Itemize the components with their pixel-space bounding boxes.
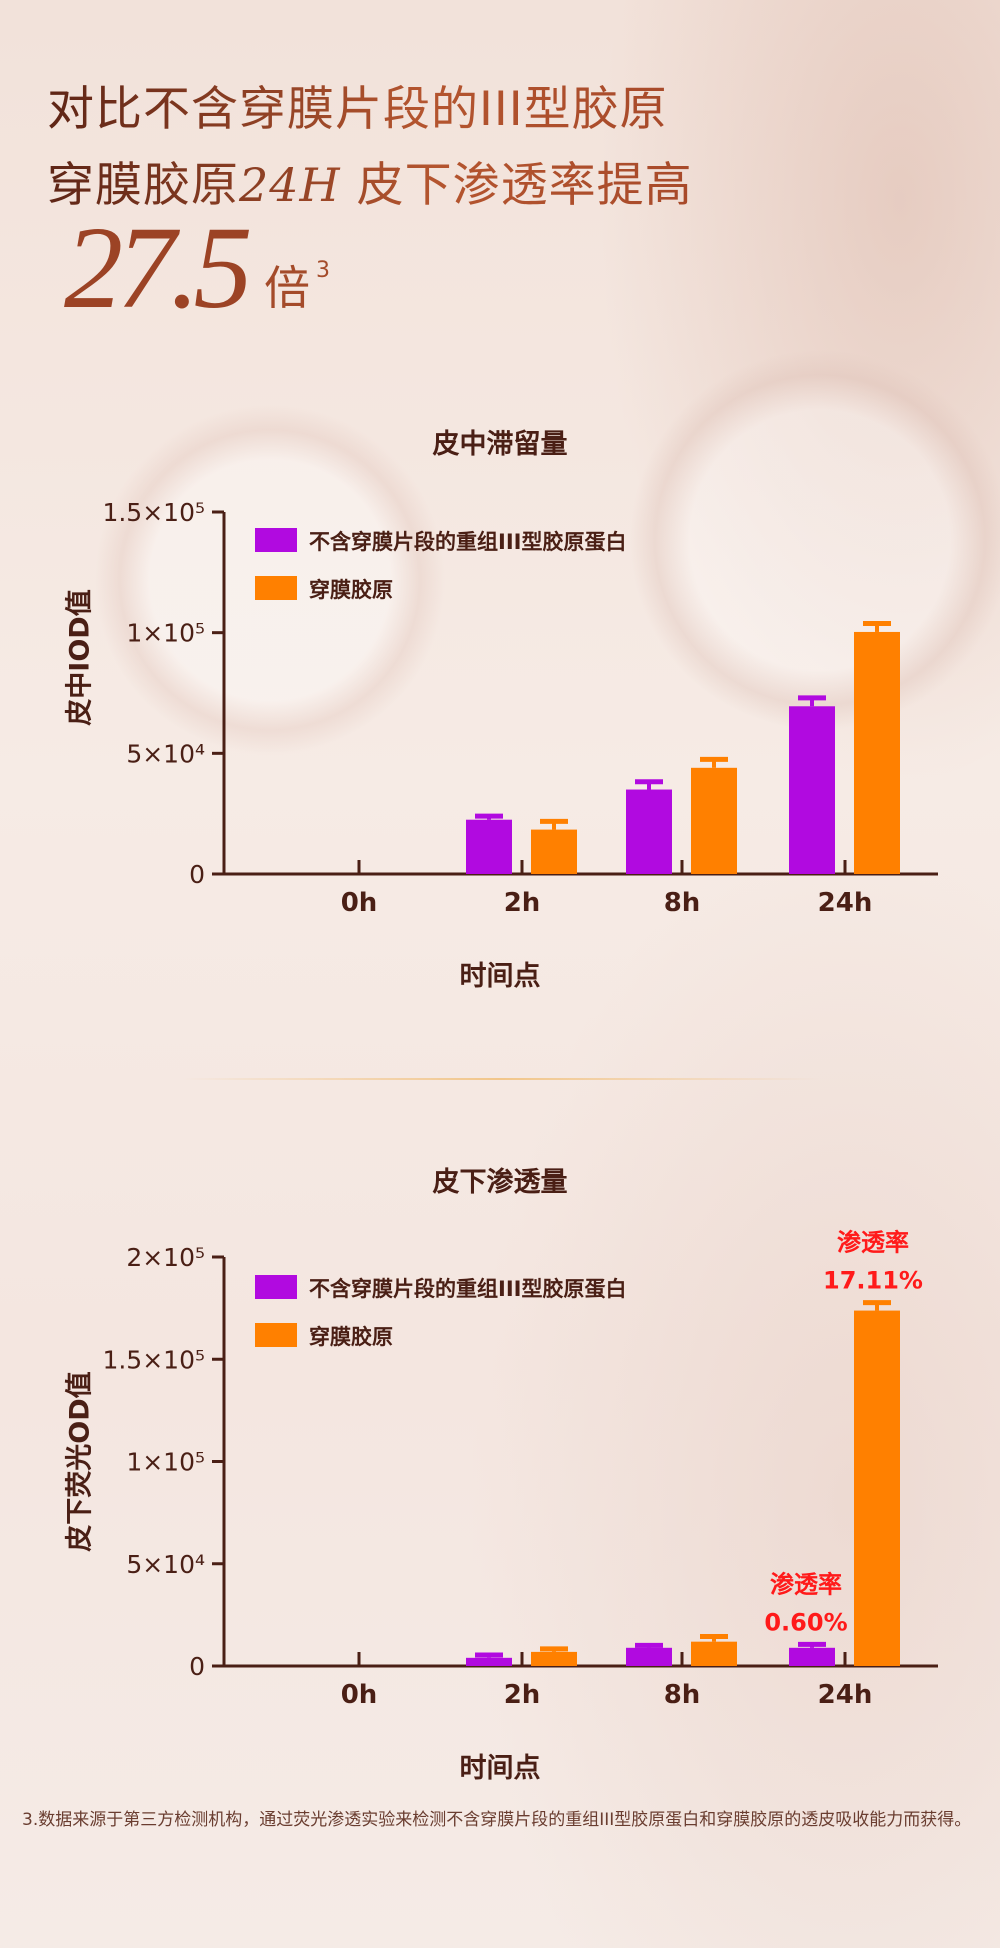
bar-24h-series0 [789, 706, 835, 874]
chart2-title: 皮下渗透量 [432, 1167, 568, 1198]
x-tick-label: 0h [341, 888, 378, 918]
x-tick-label: 8h [664, 888, 701, 918]
big-number: 27.5 [64, 202, 252, 333]
x-tick-label: 0h [341, 1680, 378, 1710]
x-tick-label: 2h [504, 888, 541, 918]
bar-2h-series1 [531, 1651, 577, 1666]
divider [180, 1078, 820, 1080]
annotation-label: 渗透率 [770, 1570, 842, 1598]
bar-8h-series0 [626, 1647, 672, 1666]
legend-swatch [255, 1275, 297, 1299]
bar-2h-series0 [466, 819, 512, 874]
x-tick-label: 8h [664, 1680, 701, 1710]
x-tick-label: 24h [818, 888, 873, 918]
legend-swatch [255, 1323, 297, 1347]
bar-8h-series1 [691, 767, 737, 874]
bar-24h-series1 [854, 1310, 900, 1666]
legend-label: 穿膜胶原 [309, 1325, 393, 1349]
y-tick-label: 1.5×10⁵ [102, 498, 205, 527]
legend-label: 穿膜胶原 [309, 578, 393, 602]
bar-8h-series0 [626, 789, 672, 874]
legend-label: 不含穿膜片段的重组III型胶原蛋白 [309, 1277, 626, 1301]
bar-2h-series0 [466, 1657, 512, 1666]
annotation-label: 渗透率 [837, 1229, 909, 1257]
big-number-unit: 倍 [264, 261, 310, 315]
legend-label: 不含穿膜片段的重组III型胶原蛋白 [309, 530, 626, 554]
legend-swatch [255, 528, 297, 552]
y-tick-label: 1.5×10⁵ [102, 1345, 205, 1374]
chart1-title: 皮中滞留量 [432, 429, 568, 460]
chart2-x-title: 时间点 [459, 1753, 541, 1784]
y-tick-label: 0 [189, 860, 205, 889]
bar-8h-series1 [691, 1641, 737, 1666]
x-tick-label: 2h [504, 1680, 541, 1710]
y-tick-label: 1×10⁵ [126, 1448, 205, 1477]
footnote-ref: 3 [316, 258, 330, 283]
y-tick-label: 0 [189, 1652, 205, 1681]
footnote: 3.数据来源于第三方检测机构，通过荧光渗透实验来检测不含穿膜片段的重组III型胶… [22, 1810, 972, 1830]
bar-24h-series0 [789, 1647, 835, 1666]
annotation-value: 17.11% [823, 1267, 923, 1295]
legend-swatch [255, 576, 297, 600]
x-tick-label: 24h [818, 1680, 873, 1710]
y-tick-label: 5×10⁴ [126, 739, 205, 768]
bar-2h-series1 [531, 829, 577, 874]
y-tick-label: 1×10⁵ [126, 619, 205, 648]
chart1-x-title: 时间点 [459, 961, 541, 992]
annotation-value: 0.60% [764, 1608, 847, 1636]
y-tick-label: 2×10⁵ [126, 1243, 205, 1272]
y-tick-label: 5×10⁴ [126, 1550, 205, 1579]
bar-24h-series1 [854, 631, 900, 874]
headline-line-1: 对比不含穿膜片段的III型胶原 [47, 70, 668, 139]
